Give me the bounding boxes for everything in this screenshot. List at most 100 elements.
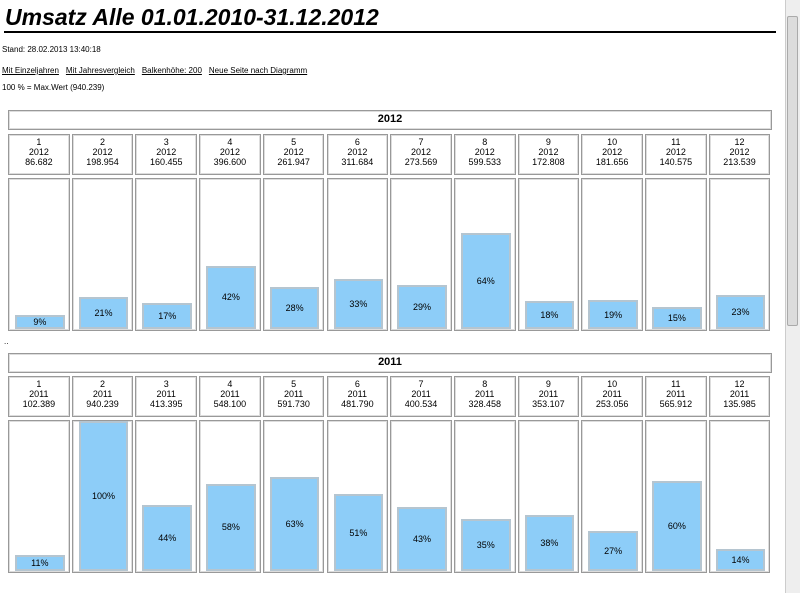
value-cell: 12 2011 135.985 bbox=[708, 376, 771, 417]
bar: 9% bbox=[15, 315, 65, 329]
value-cell: 11 2011 565.912 bbox=[645, 376, 707, 417]
bar: 19% bbox=[588, 300, 638, 329]
year-label: 2011 bbox=[475, 389, 495, 399]
bar-cell: 42% bbox=[199, 178, 261, 331]
bar: 15% bbox=[652, 306, 702, 329]
value-cell: 9 2012 172.808 bbox=[517, 134, 580, 175]
value-label: 481.790 bbox=[341, 399, 374, 409]
bar-cell: 18% bbox=[517, 178, 580, 331]
month-label: 6 bbox=[354, 137, 360, 147]
value-cell: 4 2012 396.600 bbox=[199, 134, 261, 175]
bar: 17% bbox=[142, 303, 193, 329]
value-label: 253.056 bbox=[595, 399, 629, 409]
value-cell: 6 2011 481.790 bbox=[326, 376, 389, 417]
bar: 18% bbox=[524, 301, 575, 329]
value-label: 273.569 bbox=[404, 157, 438, 167]
year-label: 2012 bbox=[538, 147, 559, 157]
month-label: 7 bbox=[418, 137, 424, 147]
year-label: 2012 bbox=[92, 147, 113, 157]
year-label: 2012 bbox=[665, 147, 686, 157]
value-label: 400.534 bbox=[404, 399, 438, 409]
year-header: 2011 bbox=[8, 353, 772, 373]
link-bar: Mit Einzeljahren Mit Jahresvergleich Balke… bbox=[2, 66, 314, 75]
month-label: 5 bbox=[291, 379, 297, 389]
month-label: 5 bbox=[291, 137, 297, 147]
value-label: 198.954 bbox=[86, 157, 119, 167]
value-label: 591.730 bbox=[277, 399, 310, 409]
year-label: 2012 bbox=[28, 147, 49, 157]
value-cell: 8 2012 599.533 bbox=[453, 134, 516, 175]
bar: 23% bbox=[715, 294, 766, 329]
value-label: 135.985 bbox=[723, 399, 756, 409]
bar-cell: 51% bbox=[326, 420, 389, 573]
value-cell: 9 2011 353.107 bbox=[517, 376, 580, 417]
value-label: 413.395 bbox=[149, 399, 183, 409]
value-label: 565.912 bbox=[659, 399, 693, 409]
bar-cell: 9% bbox=[8, 178, 70, 331]
value-label: 213.539 bbox=[723, 157, 756, 167]
link[interactable]: Balkenhöhe: 200 bbox=[141, 66, 202, 75]
bar-cell: 27% bbox=[581, 420, 643, 573]
month-label: 7 bbox=[418, 379, 424, 389]
bar-cell: 58% bbox=[199, 420, 261, 573]
value-label: 172.808 bbox=[532, 157, 565, 167]
year-label: 2011 bbox=[347, 389, 368, 399]
bar-cell: 11% bbox=[8, 420, 70, 573]
year-label: 2011 bbox=[538, 389, 559, 399]
month-label: 10 bbox=[607, 137, 618, 147]
month-label: 1 bbox=[36, 379, 42, 389]
bar: 60% bbox=[652, 480, 702, 571]
bar: 44% bbox=[142, 505, 193, 571]
bar-cell: 44% bbox=[135, 420, 198, 573]
value-label: 261.947 bbox=[277, 157, 310, 167]
value-cell: 7 2011 400.534 bbox=[390, 376, 452, 417]
bar-cell: 100% bbox=[71, 420, 134, 573]
value-cell: 1 2011 102.389 bbox=[8, 376, 70, 417]
year-label: 2011 bbox=[729, 389, 750, 399]
bar-cell: 43% bbox=[390, 420, 452, 573]
value-label: 86.682 bbox=[25, 157, 53, 167]
year-label: 2012 bbox=[156, 147, 177, 157]
value-cell: 3 2011 413.395 bbox=[135, 376, 198, 417]
value-cell: 11 2012 140.575 bbox=[645, 134, 707, 175]
year-label: 2011 bbox=[92, 389, 113, 399]
link[interactable]: Neue Seite nach Diagramm bbox=[208, 66, 308, 75]
value-cell: 4 2011 548.100 bbox=[199, 376, 261, 417]
year-label: 2011 bbox=[29, 389, 49, 399]
bar-cell: 23% bbox=[708, 178, 771, 331]
month-label: 8 bbox=[482, 137, 488, 147]
year-label: 2011 bbox=[411, 389, 431, 399]
year-label: 2011 bbox=[283, 389, 304, 399]
bar: 33% bbox=[333, 279, 384, 329]
value-label: 311.684 bbox=[341, 157, 374, 167]
bar: 21% bbox=[78, 297, 129, 329]
link[interactable]: Mit Jahresvergleich bbox=[65, 66, 135, 75]
year-label: 2012 bbox=[474, 147, 495, 157]
month-label: 3 bbox=[163, 379, 169, 389]
value-cell: 1 2012 86.682 bbox=[8, 134, 70, 175]
timestamp: Stand: 28.02.2013 13:40:18 bbox=[2, 45, 101, 54]
bar-cell: 14% bbox=[708, 420, 771, 573]
value-label: 140.575 bbox=[659, 157, 693, 167]
year-label: 2012 bbox=[602, 147, 623, 157]
scrollbar-thumb[interactable] bbox=[787, 16, 798, 326]
value-cell: 10 2012 181.656 bbox=[581, 134, 643, 175]
year-label: 2011 bbox=[156, 389, 176, 399]
year-label: 2012 bbox=[347, 147, 368, 157]
bar-cell: 38% bbox=[517, 420, 580, 573]
value-cell: 5 2012 261.947 bbox=[262, 134, 325, 175]
bar-cell: 60% bbox=[645, 420, 707, 573]
month-label: 11 bbox=[671, 137, 681, 147]
year-header: 2012 bbox=[8, 110, 772, 130]
bar: 64% bbox=[460, 233, 511, 329]
bar: 11% bbox=[15, 554, 65, 571]
link[interactable]: Mit Einzeljahren bbox=[2, 66, 59, 75]
value-cell: 3 2012 160.455 bbox=[135, 134, 198, 175]
value-label: 160.455 bbox=[149, 157, 183, 167]
value-label: 599.533 bbox=[468, 157, 501, 167]
month-label: 1 bbox=[36, 137, 42, 147]
bar: 29% bbox=[397, 285, 447, 329]
year-label: 2011 bbox=[220, 389, 240, 399]
value-cell: 12 2012 213.539 bbox=[708, 134, 771, 175]
